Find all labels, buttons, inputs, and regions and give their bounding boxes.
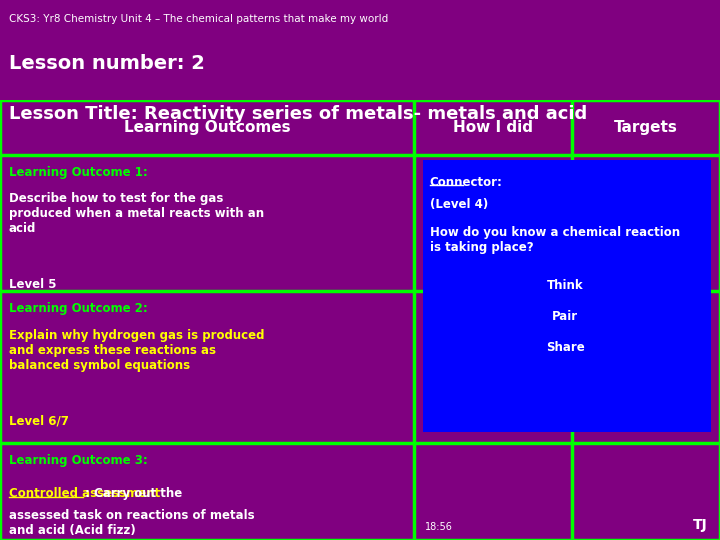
Text: Controlled assessment: Controlled assessment — [9, 487, 160, 500]
Text: Describe how to test for the gas
produced when a metal reacts with an
acid: Describe how to test for the gas produce… — [9, 192, 264, 235]
Text: Share: Share — [546, 341, 585, 354]
Text: How I did: How I did — [453, 120, 534, 135]
Text: Pair: Pair — [552, 310, 578, 323]
Text: How do you know a chemical reaction
is taking place?: How do you know a chemical reaction is t… — [430, 226, 680, 254]
Text: Learning Outcome 2:: Learning Outcome 2: — [9, 302, 148, 315]
Text: Learning Outcome 3:: Learning Outcome 3: — [9, 454, 148, 467]
Bar — [423, 160, 711, 432]
Text: TJ: TJ — [693, 518, 708, 532]
Text: Lesson Title: Reactivity series of metals- metals and acid: Lesson Title: Reactivity series of metal… — [9, 105, 587, 123]
Text: assessed task on reactions of metals
and acid (Acid fizz): assessed task on reactions of metals and… — [9, 509, 254, 537]
Text: Lesson number: 2: Lesson number: 2 — [9, 54, 204, 73]
Text: CKS3: Yr8 Chemistry Unit 4 – The chemical patterns that make my world: CKS3: Yr8 Chemistry Unit 4 – The chemica… — [9, 14, 388, 24]
Text: Targets: Targets — [614, 120, 678, 135]
Text: Think: Think — [547, 279, 583, 292]
Text: Level 5: Level 5 — [9, 278, 56, 291]
Text: : Carry out the: : Carry out the — [85, 487, 182, 500]
Text: 18:56: 18:56 — [425, 522, 453, 532]
Text: (Level 4): (Level 4) — [430, 198, 488, 211]
Text: Learning Outcome 1:: Learning Outcome 1: — [9, 166, 148, 179]
Text: Learning Outcomes: Learning Outcomes — [124, 120, 290, 135]
Text: Level 6/7: Level 6/7 — [9, 415, 68, 428]
Text: Explain why hydrogen gas is produced
and express these reactions as
balanced sym: Explain why hydrogen gas is produced and… — [9, 329, 264, 372]
Text: Connector:: Connector: — [430, 176, 503, 188]
